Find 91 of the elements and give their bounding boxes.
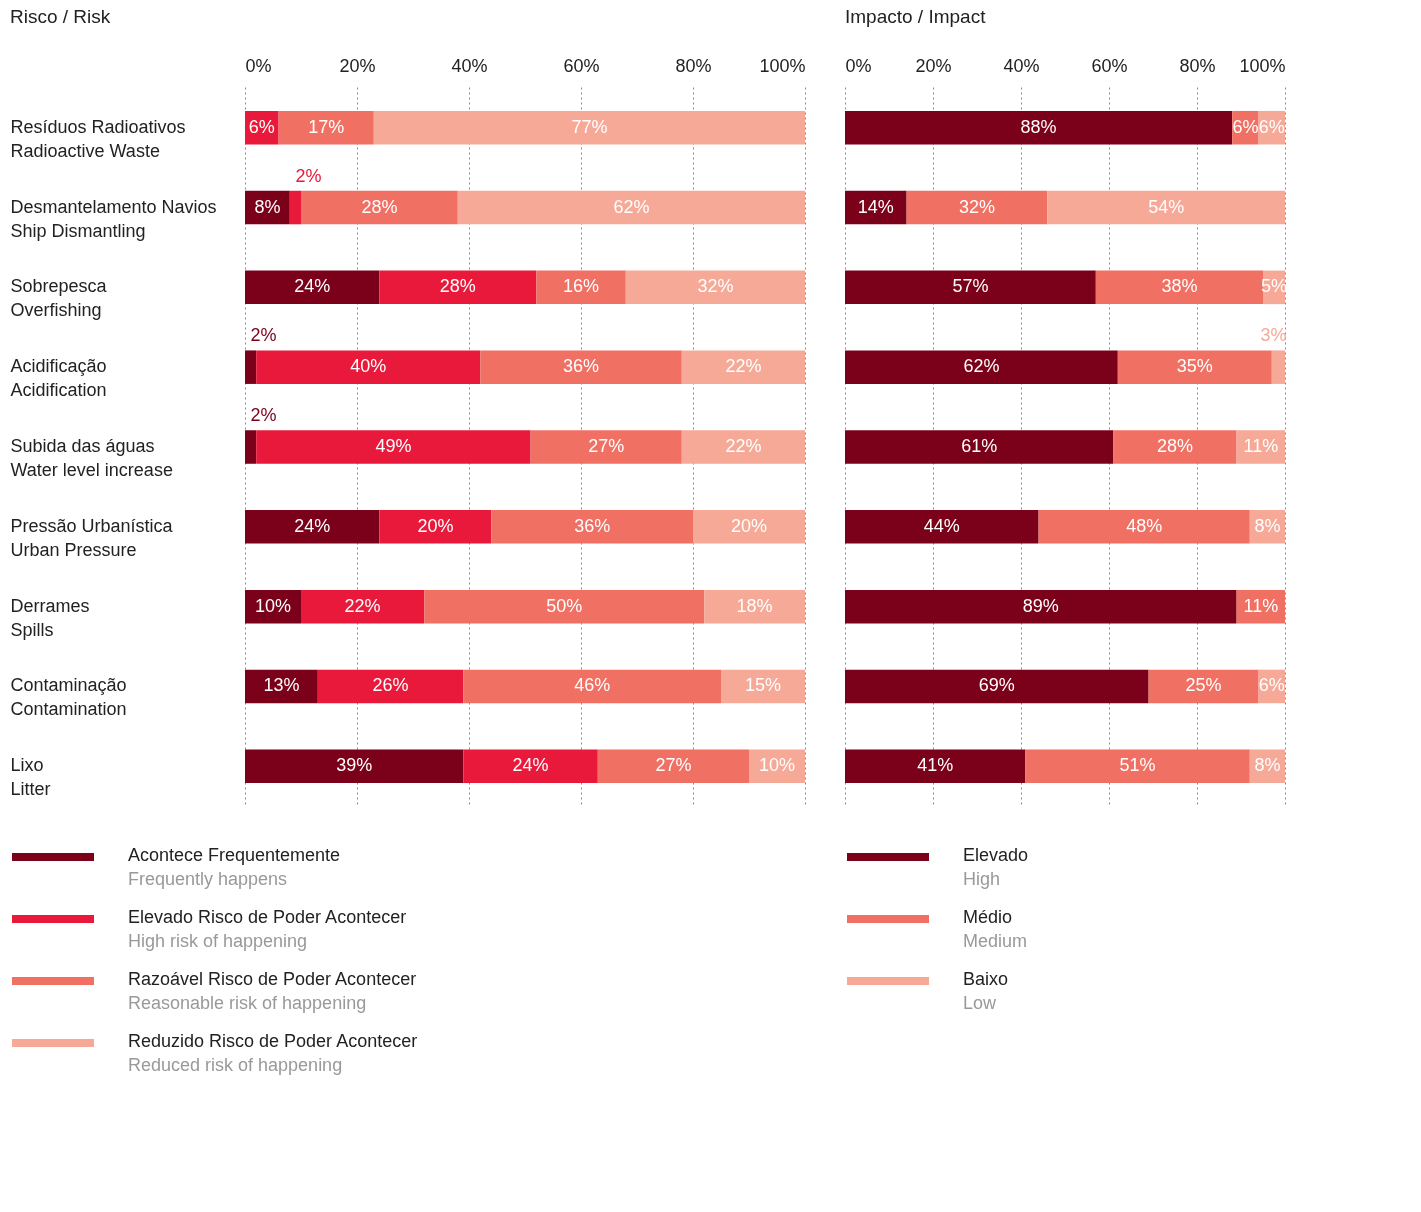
y-tick-label: Contaminação Contamination	[10, 675, 127, 720]
data-label: 27%	[588, 436, 625, 456]
x-tick-label: 40%	[451, 55, 488, 76]
data-label: 28%	[439, 276, 476, 297]
data-label: 61%	[961, 436, 998, 456]
data-label: 2%	[250, 325, 277, 346]
data-label: 11%	[1243, 436, 1279, 456]
data-label: 16%	[562, 276, 600, 297]
legend-label: Acontece Frequentemente Frequently happens	[128, 844, 341, 891]
x-tick-label: 100%	[759, 55, 806, 76]
data-label: 88%	[1020, 116, 1057, 137]
data-label: 36%	[562, 356, 600, 377]
legend-label: Reduzido Risco de Poder Acontecer Reduced risk of happening	[128, 1030, 418, 1077]
data-label: 18%	[736, 595, 773, 616]
data-label: 17%	[308, 116, 345, 137]
data-label: 32%	[697, 276, 734, 297]
data-label: 3%	[1260, 325, 1287, 346]
data-label: 28%	[1156, 436, 1194, 456]
data-label: 50%	[546, 595, 583, 616]
x-tick-label: 60%	[1091, 55, 1128, 76]
data-label: 35%	[1176, 356, 1213, 377]
data-label: 24%	[512, 755, 549, 776]
chart-title: Impacto / Impact	[845, 6, 987, 27]
legend-label: Razoável Risco de Poder Acontecer Reasonable risk of happening	[128, 968, 417, 1015]
x-tick-label: 0%	[845, 55, 872, 76]
y-tick-label: Derrames Spills	[10, 595, 90, 640]
data-label: 49%	[375, 436, 412, 456]
x-tick-label: 80%	[675, 55, 712, 76]
data-label: 32%	[958, 196, 996, 217]
data-label: 62%	[963, 356, 1000, 377]
data-label: 28%	[361, 196, 398, 217]
x-tick-label: 20%	[915, 55, 952, 76]
data-label: 24%	[294, 276, 331, 297]
data-label: 36%	[574, 515, 611, 536]
data-label: 25%	[1185, 675, 1222, 696]
data-label: 8%	[1254, 755, 1281, 776]
data-label: 62%	[613, 196, 650, 217]
legend-label: Elevado Risco de Poder Acontecer High risk of happening	[128, 906, 407, 953]
data-label: 27%	[655, 755, 692, 776]
legend-label: Baixo Low	[963, 968, 1009, 1015]
data-label: 6%	[248, 116, 275, 137]
data-label: 40%	[350, 356, 387, 377]
data-label: 48%	[1126, 515, 1163, 536]
y-tick-label: Subida das águas Water level increase	[10, 436, 173, 480]
data-label: 38%	[1161, 276, 1198, 297]
data-label: 57%	[952, 276, 989, 297]
data-label: 26%	[372, 675, 409, 696]
y-tick-label: Desmantelamento Navios Ship Dismantling	[10, 196, 217, 241]
x-tick-label: 20%	[339, 55, 376, 76]
data-label: 2%	[295, 165, 322, 186]
data-label: 6%	[1258, 116, 1285, 137]
x-tick-label: 80%	[1179, 55, 1216, 76]
legend-label: Elevado High	[963, 844, 1029, 891]
data-label: 5%	[1260, 276, 1288, 297]
data-label: 2%	[250, 405, 277, 425]
data-label: 44%	[923, 515, 960, 536]
data-label: 39%	[336, 755, 373, 776]
data-label: 20%	[730, 515, 768, 536]
data-label: 6%	[1258, 675, 1285, 696]
y-tick-label: Acidificação Acidification	[10, 356, 107, 401]
data-label: 8%	[254, 196, 281, 217]
y-tick-label: Resíduos Radioativos Radioactive Waste	[10, 116, 186, 161]
y-tick-label: Lixo Litter	[10, 755, 51, 800]
data-label: 89%	[1022, 595, 1059, 616]
data-label: 13%	[263, 675, 300, 696]
data-label: 22%	[725, 436, 762, 456]
x-tick-label: 40%	[1003, 55, 1040, 76]
data-label: 24%	[294, 515, 331, 536]
data-label: 10%	[758, 755, 796, 776]
data-label: 54%	[1148, 196, 1185, 217]
data-label: 22%	[344, 595, 381, 616]
data-label: 41%	[917, 755, 954, 776]
y-tick-label: Sobrepesca Overfishing	[10, 276, 108, 321]
data-label: 11%	[1243, 595, 1279, 616]
data-label: 22%	[725, 356, 762, 377]
legend-label: Médio Medium	[963, 906, 1028, 953]
data-label: 46%	[574, 675, 611, 696]
data-label: 8%	[1254, 515, 1281, 536]
x-tick-label: 0%	[245, 55, 272, 76]
data-label: 6%	[1232, 116, 1259, 137]
y-tick-label: Pressão Urbanística Urban Pressure	[10, 515, 174, 560]
x-tick-label: 100%	[1239, 55, 1286, 76]
data-label: 20%	[417, 515, 454, 536]
data-label: 10%	[254, 595, 292, 616]
data-label: 14%	[857, 196, 894, 217]
data-label: 15%	[744, 675, 782, 696]
data-label: 51%	[1119, 755, 1156, 776]
x-tick-label: 60%	[563, 55, 600, 76]
text: Risco / Risk	[10, 6, 111, 27]
data-label: 77%	[571, 116, 608, 137]
data-label: 69%	[978, 675, 1015, 696]
